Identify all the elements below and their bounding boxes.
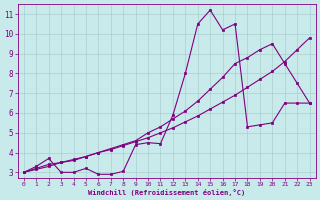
X-axis label: Windchill (Refroidissement éolien,°C): Windchill (Refroidissement éolien,°C) (88, 189, 245, 196)
